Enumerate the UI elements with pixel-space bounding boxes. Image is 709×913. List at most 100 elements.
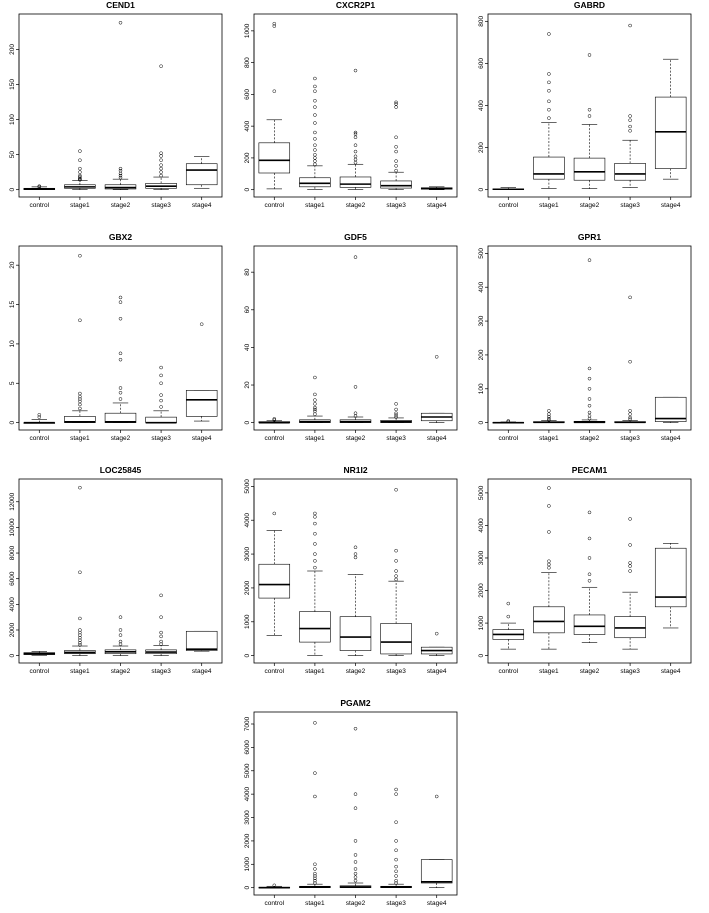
outlier-point (394, 569, 398, 573)
outlier-point (394, 407, 398, 412)
outlier-point (78, 175, 82, 179)
x-tick-label: control (499, 435, 519, 442)
outlier-point (159, 154, 163, 158)
outlier-point (78, 318, 82, 323)
outlier-point (394, 848, 398, 853)
y-tick-label: 10000 (9, 518, 16, 536)
outlier-point (547, 80, 551, 85)
y-tick-label: 0 (478, 653, 485, 657)
y-tick-label: 4000 (478, 518, 485, 533)
chart-title: GABRD (574, 0, 605, 10)
y-tick-label: 60 (244, 306, 251, 314)
outlier-point (159, 64, 163, 68)
y-tick-label: 200 (9, 44, 16, 55)
outlier-point (118, 168, 123, 173)
y-tick-label: 3000 (244, 810, 251, 825)
y-tick-label: 5000 (478, 485, 485, 500)
outlier-point (628, 295, 632, 300)
outlier-point (78, 166, 82, 171)
y-tick-label: 8000 (9, 545, 16, 560)
y-tick-label: 5 (9, 381, 16, 385)
outlier-point (272, 418, 277, 422)
outlier-point (313, 113, 317, 117)
chart-title: NR1I2 (343, 465, 367, 475)
outlier-point (394, 839, 398, 843)
outlier-point (159, 365, 163, 370)
outlier-point (394, 164, 398, 168)
box-iqr (654, 547, 687, 608)
x-tick-label: stage1 (70, 668, 90, 675)
outlier-point (394, 105, 398, 109)
outlier-point (394, 820, 398, 824)
outlier-point (547, 412, 551, 416)
chart-title: CEND1 (106, 0, 135, 10)
box-stage1 (533, 409, 565, 424)
x-tick-label: stage2 (346, 435, 366, 442)
x-tick-label: stage3 (620, 668, 640, 675)
outlier-point (313, 771, 317, 775)
outlier-point (159, 163, 163, 167)
outlier-point (159, 642, 163, 646)
x-tick-label: stage4 (427, 668, 447, 675)
x-tick-label: stage3 (386, 435, 406, 442)
outlier-point (313, 511, 317, 516)
outlier-point (313, 392, 317, 397)
outlier-point (394, 559, 398, 563)
box-stage2 (339, 255, 372, 423)
outlier-point (313, 542, 317, 546)
outlier-point (313, 409, 317, 414)
outlier-point (118, 351, 123, 356)
box-iqr (185, 630, 218, 651)
chart-title: GDF5 (344, 232, 367, 242)
outlier-point (118, 166, 123, 171)
x-tick-label: stage4 (427, 435, 447, 442)
y-tick-label: 0 (478, 187, 485, 191)
outlier-point (547, 416, 551, 421)
y-tick-label: 40 (244, 343, 251, 351)
outlier-point (587, 416, 592, 421)
outlier-point (272, 89, 277, 93)
outlier-point (547, 116, 551, 120)
box-iqr (185, 163, 218, 186)
outlier-point (313, 121, 317, 125)
outlier-point (118, 176, 123, 180)
outlier-point (547, 32, 551, 36)
outlier-point (394, 577, 398, 582)
outlier-point (353, 853, 358, 857)
chart-panel-cxcr2p1: CXCR2P1 0 200 400 600 800 1000 control stage1 sta… (244, 0, 458, 209)
box-stage2 (573, 53, 606, 189)
x-tick-label: stage4 (192, 668, 212, 675)
y-tick-label: 200 (244, 152, 251, 163)
box-stage1 (64, 149, 96, 190)
y-tick-label: 200 (478, 349, 485, 360)
y-tick-label: 6000 (9, 571, 16, 586)
outlier-point (353, 68, 358, 73)
outlier-point (159, 151, 163, 155)
box-stage2 (339, 68, 372, 190)
outlier-point (118, 171, 123, 176)
x-tick-label: control (265, 668, 285, 675)
outlier-point (394, 413, 398, 417)
outlier-point (313, 559, 317, 563)
x-tick-label: stage4 (192, 435, 212, 442)
y-tick-label: 200 (478, 142, 485, 153)
outlier-point (313, 407, 317, 412)
x-tick-label: stage1 (539, 435, 559, 442)
outlier-point (313, 162, 317, 167)
outlier-point (394, 135, 398, 140)
box-stage2 (104, 615, 137, 656)
outlier-point (353, 130, 358, 135)
y-tick-label: 800 (478, 16, 485, 27)
outlier-point (394, 548, 398, 553)
box-iqr (258, 142, 291, 174)
outlier-point (78, 638, 82, 643)
outlier-point (547, 107, 551, 112)
outlier-point (118, 397, 123, 401)
box-iqr (339, 616, 372, 651)
x-tick-label: control (265, 900, 285, 907)
box-iqr (380, 180, 412, 189)
outlier-point (394, 574, 398, 578)
outlier-point (37, 415, 42, 419)
outlier-point (353, 149, 358, 154)
